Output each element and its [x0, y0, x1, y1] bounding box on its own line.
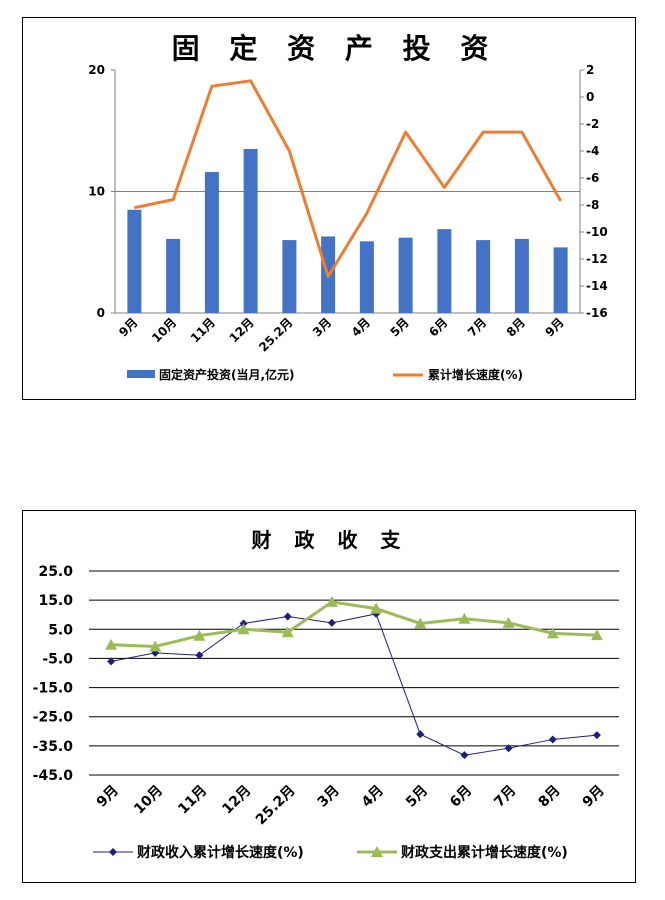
- y-tick-label: -25.0: [33, 710, 74, 726]
- x-tick-label: 8月: [504, 315, 528, 339]
- y-tick-label: -15.0: [33, 681, 74, 697]
- chart-title: 财 政 收 支: [252, 528, 409, 552]
- x-tick-label: 3月: [315, 783, 343, 811]
- legend-marker-diamond: [109, 848, 117, 856]
- marker-triangle: [105, 638, 118, 650]
- line-series-growth: [134, 79, 562, 279]
- x-tick-label: 4月: [349, 315, 373, 339]
- x-tick-label: 9月: [542, 315, 566, 339]
- x-tick-label: 25.2月: [256, 315, 295, 354]
- marker-triangle: [458, 612, 471, 624]
- line-series-expenditure: [111, 600, 597, 648]
- marker-triangle: [546, 627, 559, 639]
- x-tick-label: 25.2月: [253, 783, 299, 829]
- y-tick-label: 15.0: [38, 593, 73, 609]
- marker-triangle: [149, 640, 162, 652]
- line-series-revenue: [110, 613, 597, 756]
- y-right-tick-label: 0: [586, 90, 594, 104]
- marker-triangle: [281, 626, 294, 638]
- bar: [398, 237, 413, 313]
- x-tick-label: 11月: [188, 315, 218, 345]
- marker-diamond: [151, 648, 160, 657]
- y-left-tick-label: 10: [88, 185, 105, 199]
- marker-triangle: [370, 602, 383, 614]
- legend-label-bar: 固定资产投资(当月,亿元): [159, 367, 295, 382]
- marker-triangle: [502, 616, 515, 628]
- legend-swatch-bar: [127, 370, 155, 378]
- x-tick-label: 9月: [116, 315, 140, 339]
- y-right-tick-label: -16: [586, 306, 608, 320]
- bar: [243, 148, 258, 313]
- bar: [204, 172, 219, 313]
- marker-triangle: [590, 629, 603, 641]
- marker-diamond: [372, 609, 381, 618]
- x-tick-label: 7月: [491, 783, 519, 811]
- y-tick-label: -5.0: [42, 651, 73, 667]
- x-tick-label: 12月: [227, 315, 257, 345]
- y-tick-label: 25.0: [38, 564, 73, 580]
- y-right-tick-label: 2: [586, 63, 594, 77]
- x-tick-label: 6月: [447, 783, 475, 811]
- bar: [553, 247, 568, 313]
- bar: [166, 238, 181, 313]
- y-right-tick-label: -4: [586, 144, 599, 158]
- legend-label-line: 累计增长速度(%): [428, 367, 523, 382]
- bar: [359, 241, 374, 313]
- x-tick-label: 3月: [310, 315, 334, 339]
- legend-label-expenditure: 财政支出累计增长速度(%): [400, 844, 568, 861]
- marker-triangle: [325, 595, 338, 607]
- marker-diamond: [460, 751, 469, 760]
- y-tick-label: -35.0: [33, 739, 74, 755]
- bar: [514, 238, 529, 313]
- x-tick-label: 10月: [149, 315, 179, 345]
- marker-diamond: [195, 651, 204, 660]
- x-tick-label: 6月: [426, 315, 450, 339]
- x-tick-label: 9月: [94, 783, 122, 811]
- marker-diamond: [107, 657, 116, 666]
- y-left-tick-label: 0: [97, 306, 105, 320]
- y-left-tick-label: 20: [88, 63, 105, 77]
- x-tick-label: 12月: [219, 783, 254, 818]
- chart-title: 固 定 资 产 投 资: [172, 32, 499, 65]
- fiscal-revenue-expenditure-chart: 财 政 收 支 25.0 15.0 5.0 -5.0 -15.0 -25.0 -35.0 -45…: [33, 528, 619, 861]
- marker-diamond: [548, 735, 557, 744]
- x-tick-label: 10月: [131, 783, 166, 818]
- x-tick-label: 9月: [580, 783, 608, 811]
- fiscal-revenue-expenditure-chart-panel: 财 政 收 支 25.0 15.0 5.0 -5.0 -15.0 -25.0 -35.0 -45…: [22, 510, 636, 883]
- y-right-tick-label: -6: [586, 171, 599, 185]
- marker-diamond: [592, 731, 601, 740]
- bar: [437, 229, 452, 313]
- x-tick-label: 7月: [465, 315, 489, 339]
- marker-diamond: [504, 744, 513, 753]
- marker-triangle: [237, 623, 250, 635]
- marker-diamond: [327, 618, 336, 627]
- marker-diamond: [283, 612, 292, 621]
- y-tick-label: -45.0: [33, 768, 74, 784]
- marker-diamond: [416, 730, 425, 739]
- y-right-tick-label: -8: [586, 198, 599, 212]
- x-tick-label: 8月: [535, 783, 563, 811]
- y-right-tick-label: -12: [586, 252, 608, 266]
- marker-triangle: [193, 629, 206, 641]
- fixed-asset-investment-chart-panel: 固 定 资 产 投 资 0 10 20 2 0 -2 -4 -6 -8 -10 -12 -14 -16 9月…: [22, 17, 636, 400]
- x-tick-label: 5月: [387, 315, 411, 339]
- x-tick-label: 4月: [359, 783, 387, 811]
- bar: [476, 240, 491, 313]
- x-tick-label: 5月: [403, 783, 431, 811]
- bar: [127, 209, 142, 313]
- marker-triangle: [414, 617, 427, 629]
- x-tick-label: 11月: [175, 783, 210, 818]
- legend-label-revenue: 财政收入累计增长速度(%): [136, 844, 304, 861]
- bar: [282, 240, 297, 313]
- y-right-tick-label: -2: [586, 117, 599, 131]
- legend-marker-triangle: [371, 846, 383, 857]
- y-right-tick-label: -10: [586, 225, 608, 239]
- y-tick-label: 5.0: [48, 622, 73, 638]
- y-right-tick-label: -14: [586, 279, 608, 293]
